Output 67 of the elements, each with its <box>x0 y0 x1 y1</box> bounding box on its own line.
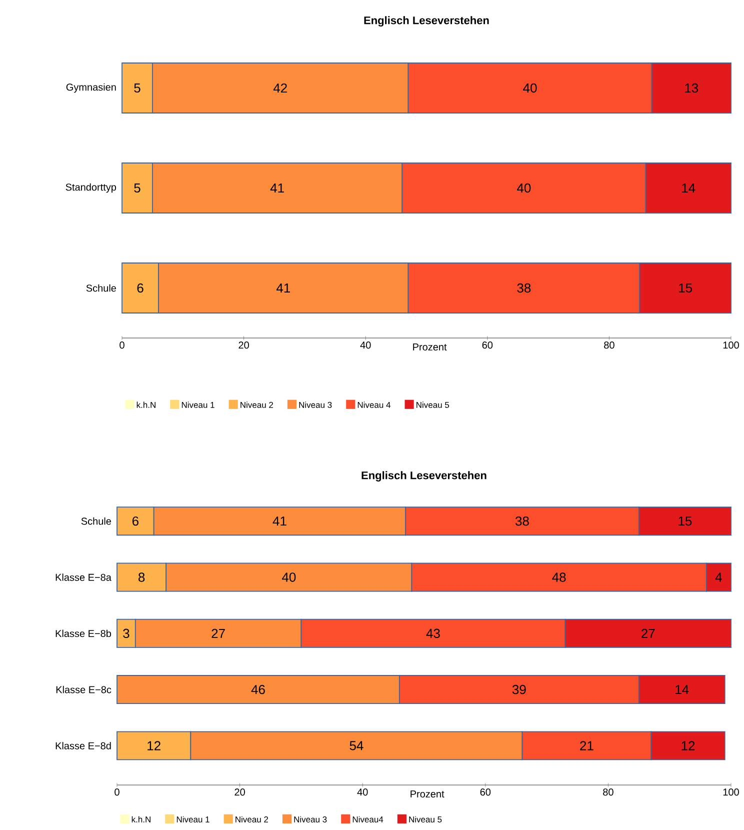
data-label: 12 <box>682 741 695 750</box>
legend-label: Niveau 5 <box>409 816 442 822</box>
x-tick-label: 60 <box>482 342 493 349</box>
data-label: 40 <box>517 183 531 193</box>
data-label: 15 <box>678 516 692 526</box>
y-tick-label: Gymnasien <box>66 83 116 93</box>
chart-title: Englisch Leseverstehen <box>362 471 486 482</box>
x-tick-label: 100 <box>723 788 739 796</box>
data-label: 6 <box>137 283 144 293</box>
y-tick-label: Schule <box>86 284 116 292</box>
data-label: 27 <box>212 628 225 638</box>
x-tick-label: 100 <box>723 342 739 349</box>
legend-label: Niveau 1 <box>182 402 214 408</box>
y-tick-label: Klasse E−8c <box>56 686 112 694</box>
data-label: 6 <box>132 516 138 526</box>
data-label: 41 <box>272 516 286 526</box>
data-label: 15 <box>679 283 692 293</box>
data-label: 5 <box>134 83 140 93</box>
legend-label: Niveau4 <box>352 816 384 822</box>
data-label: 13 <box>685 83 698 93</box>
x-tick-label: 40 <box>360 342 371 349</box>
data-label: 40 <box>523 83 537 93</box>
data-label: 14 <box>676 685 689 694</box>
data-label: 41 <box>276 284 290 292</box>
legend-label: Niveau 3 <box>299 402 332 408</box>
y-tick-label: Klasse E−8b <box>56 630 112 638</box>
chart-title: Englisch Leseverstehen <box>364 16 489 26</box>
data-label: 5 <box>134 183 140 193</box>
data-label: 12 <box>148 741 160 750</box>
data-label: 3 <box>123 628 130 638</box>
data-label: 38 <box>516 516 529 526</box>
legend-label: k.h.N <box>136 402 156 408</box>
data-label: 21 <box>580 741 594 750</box>
x-tick-label: 80 <box>604 342 614 349</box>
x-tick-label: 0 <box>114 788 120 796</box>
y-tick-label: Standorttyp <box>66 183 116 193</box>
legend-label: Niveau 2 <box>240 402 273 408</box>
data-label: 8 <box>138 572 145 582</box>
x-tick-label: 20 <box>234 788 245 796</box>
x-axis-title: Prozent <box>413 344 447 351</box>
data-label: 41 <box>270 184 284 192</box>
data-label: 27 <box>642 628 655 638</box>
data-label: 48 <box>552 572 566 582</box>
legend-label: k.h.N <box>132 816 150 822</box>
x-tick-label: 0 <box>120 342 124 349</box>
legend-label: Niveau 2 <box>236 816 268 822</box>
data-label: 38 <box>517 283 531 293</box>
x-tick-label: 60 <box>480 788 491 796</box>
legend-label: Niveau 3 <box>294 816 327 822</box>
y-tick-label: Klasse E−8d <box>56 742 111 750</box>
legend-label: Niveau 1 <box>176 816 210 822</box>
data-label: 14 <box>682 184 696 192</box>
y-tick-label: Schule <box>81 517 112 525</box>
data-label: 54 <box>350 741 364 750</box>
x-tick-label: 40 <box>357 788 368 796</box>
x-tick-label: 20 <box>238 342 249 349</box>
data-label: 42 <box>273 83 287 93</box>
legend-label: Niveau 5 <box>416 402 450 408</box>
y-tick-label: Klasse E−8a <box>56 574 112 581</box>
data-label: 43 <box>426 628 440 638</box>
data-label: 46 <box>251 684 265 694</box>
legend-label: Niveau 4 <box>358 402 390 408</box>
data-label: 40 <box>282 572 296 582</box>
data-label: 39 <box>512 684 526 694</box>
x-tick-label: 80 <box>603 788 614 796</box>
data-label: 4 <box>715 572 722 582</box>
x-axis-title: Prozent <box>410 790 444 798</box>
